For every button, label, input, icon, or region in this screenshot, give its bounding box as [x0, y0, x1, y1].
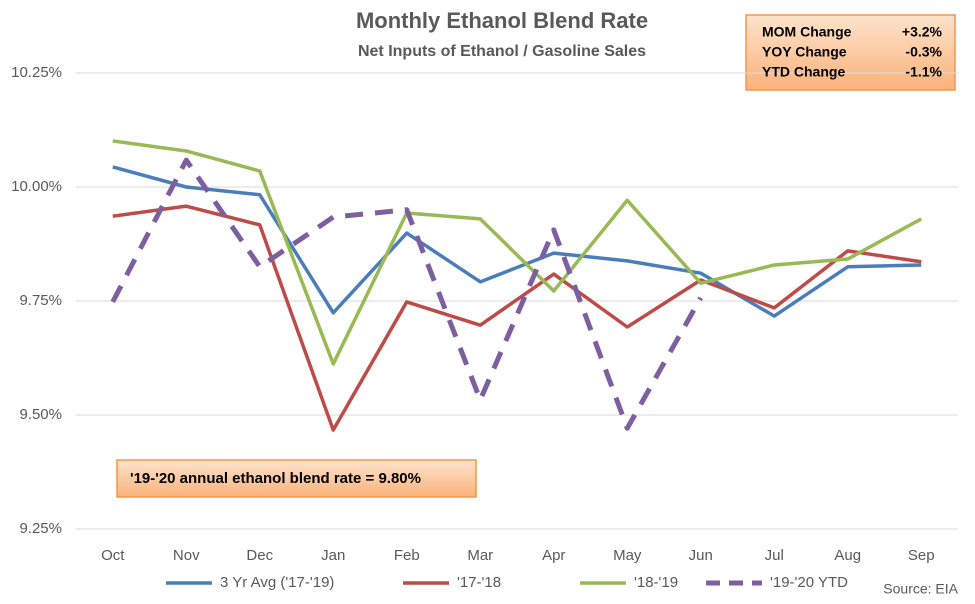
x-tick-label: Mar: [467, 547, 493, 564]
stats-box: [745, 14, 956, 91]
legend-label: 3 Yr Avg ('17-'19): [220, 574, 334, 591]
stats-label: YTD Change: [762, 64, 845, 80]
y-tick-label: 9.25%: [19, 520, 62, 537]
stats-value: +3.2%: [902, 24, 943, 40]
x-tick-label: Feb: [394, 547, 420, 564]
x-tick-label: Apr: [542, 547, 565, 564]
x-tick-label: Jan: [321, 547, 345, 564]
y-tick-label: 9.75%: [19, 292, 62, 309]
series-line: [112, 165, 922, 318]
x-tick-label: Aug: [834, 547, 861, 564]
stats-value: -1.1%: [905, 64, 942, 80]
chart-subtitle: Net Inputs of Ethanol / Gasoline Sales: [358, 43, 646, 60]
x-tick-label: Jun: [689, 547, 713, 564]
x-tick-label: Oct: [101, 547, 125, 564]
x-tick-label: Sep: [908, 547, 935, 564]
legend-label: '18-'19: [634, 574, 678, 591]
source: Source: EIA: [883, 581, 958, 597]
stats-value: -0.3%: [905, 44, 942, 60]
annotation-box: [116, 459, 477, 498]
series-line: [112, 204, 922, 432]
legend-label: '19-'20 YTD: [770, 574, 848, 591]
stats-label: YOY Change: [762, 44, 847, 60]
series-line: [110, 157, 703, 431]
stats-label: MOM Change: [762, 24, 852, 40]
x-tick-label: Jul: [765, 547, 784, 564]
x-tick-label: May: [613, 547, 642, 564]
x-tick-label: Nov: [173, 547, 200, 564]
legend-label: '17-'18: [457, 574, 501, 591]
chart-title: Monthly Ethanol Blend Rate: [356, 8, 648, 33]
x-tick-label: Dec: [246, 547, 273, 564]
y-tick-label: 10.00%: [11, 178, 62, 195]
y-tick-label: 9.50%: [19, 406, 62, 423]
y-tick-label: 10.25%: [11, 64, 62, 81]
annotation: '19-'20 annual ethanol blend rate = 9.80…: [130, 470, 421, 487]
series-line: [112, 139, 923, 366]
